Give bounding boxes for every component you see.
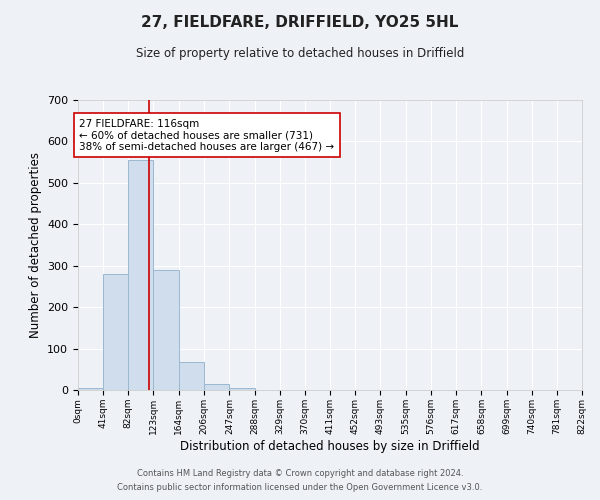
Bar (179, 362, 203, 390)
Text: Contains HM Land Registry data © Crown copyright and database right 2024.: Contains HM Land Registry data © Crown c… (137, 468, 463, 477)
Text: Size of property relative to detached houses in Driffield: Size of property relative to detached ho… (136, 48, 464, 60)
Bar (205, 384, 229, 390)
Bar (154, 270, 179, 390)
Y-axis label: Number of detached properties: Number of detached properties (29, 152, 41, 338)
Text: 27 FIELDFARE: 116sqm
← 60% of detached houses are smaller (731)
38% of semi-deta: 27 FIELDFARE: 116sqm ← 60% of detached h… (79, 118, 334, 152)
Bar (128, 160, 154, 390)
X-axis label: Distribution of detached houses by size in Driffield: Distribution of detached houses by size … (180, 440, 480, 452)
Bar (78, 388, 103, 390)
Text: Contains public sector information licensed under the Open Government Licence v3: Contains public sector information licen… (118, 484, 482, 492)
Text: 27, FIELDFARE, DRIFFIELD, YO25 5HL: 27, FIELDFARE, DRIFFIELD, YO25 5HL (142, 15, 458, 30)
Bar (103, 274, 128, 390)
Bar (229, 388, 254, 390)
